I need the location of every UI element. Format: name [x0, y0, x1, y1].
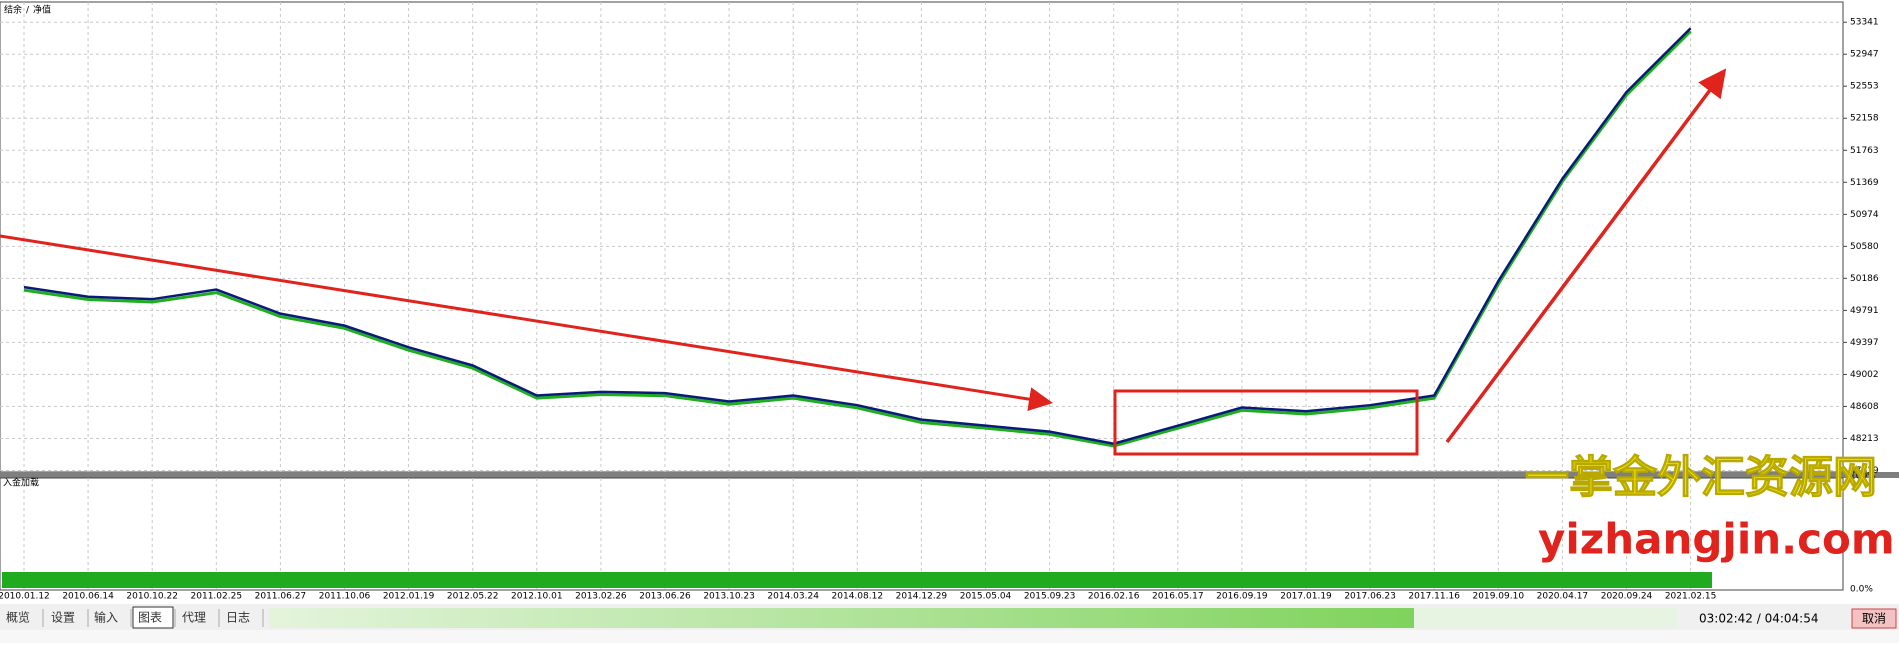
status-strip	[0, 630, 1899, 643]
tabs: 概览 设置 输入 图表 代理 日志	[6, 606, 264, 629]
x-tick-label: 2014.03.24	[767, 592, 819, 602]
subpanel-label: 入金加载	[3, 477, 39, 489]
x-tick-label: 2021.02.15	[1665, 592, 1717, 602]
x-tick-label: 2017.11.16	[1408, 592, 1460, 602]
x-tick-label: 2011.06.27	[255, 592, 307, 602]
y-tick-label: 48608	[1850, 402, 1879, 412]
deposit-load-band	[2, 572, 1712, 588]
x-tick-label: 2011.02.25	[191, 592, 243, 602]
legend-balance: 结余	[4, 4, 22, 16]
y-tick-label: 47819	[1850, 466, 1879, 476]
y-tick-label: 49397	[1850, 338, 1879, 348]
x-tick-label: 2017.01.19	[1280, 592, 1332, 602]
x-tick-label: 2012.10.01	[511, 592, 563, 602]
elapsed-time: 03:02:42 / 04:04:54	[1699, 612, 1818, 626]
panel-separator	[0, 472, 1899, 478]
x-tick-label: 2012.05.22	[447, 592, 499, 602]
tab[interactable]: 设置	[51, 611, 75, 625]
x-tick-label: 2013.06.26	[639, 592, 691, 602]
x-tick-label: 2020.09.24	[1601, 592, 1653, 602]
y-tick-label: 51763	[1850, 146, 1879, 156]
y-tick-label: 48213	[1850, 434, 1879, 444]
active-tab[interactable]	[132, 606, 174, 629]
x-tick-label: 2010.10.22	[126, 592, 178, 602]
x-tick-label: 2020.04.17	[1537, 592, 1589, 602]
x-tick-label: 2010.06.14	[62, 592, 114, 602]
y-tick-label: 49791	[1850, 306, 1879, 316]
x-tick-label: 2016.05.17	[1152, 592, 1204, 602]
tab[interactable]: 日志	[226, 611, 250, 625]
x-tick-label: 2019.09.10	[1473, 592, 1525, 602]
subpanel-tick: 100%	[1850, 472, 1876, 482]
x-tick-label: 2014.12.29	[896, 592, 948, 602]
x-tick-label: 2011.10.06	[319, 592, 371, 602]
y-tick-label: 51369	[1850, 178, 1879, 188]
y-tick-label: 50186	[1850, 274, 1879, 284]
lines	[23, 27, 1692, 448]
tab[interactable]: 图表	[138, 611, 162, 625]
x-tick-label: 2016.09.19	[1216, 592, 1268, 602]
y-tick-label: 50974	[1850, 210, 1879, 220]
x-tick-label: 2015.09.23	[1024, 592, 1076, 602]
legend-equity: 净值	[33, 4, 51, 16]
down-arrow	[0, 234, 1053, 412]
x-tick-label: 2010.01.12	[0, 592, 50, 602]
x-tick-label: 2014.08.12	[832, 592, 884, 602]
watermark-url: yizhangjin.com	[1538, 515, 1895, 564]
tab[interactable]: 输入	[94, 610, 118, 625]
cancel-label[interactable]: 取消	[1862, 612, 1886, 626]
y-tick-label: 52553	[1850, 82, 1879, 92]
x-tick-label: 2015.05.04	[960, 592, 1012, 602]
y-tick-label: 52158	[1850, 114, 1879, 124]
progress-remaining	[1414, 608, 1677, 628]
tab[interactable]: 概览	[6, 610, 30, 625]
series-line	[23, 30, 1692, 448]
tab[interactable]: 代理	[182, 611, 206, 625]
grid: 47819 48213 48608 49002 49397 49791 50186 50580…	[0, 2, 1879, 602]
y-tick-label: 49002	[1850, 370, 1879, 380]
x-tick-label: 2013.02.26	[575, 592, 627, 602]
y-tick-label: 52947	[1850, 50, 1879, 60]
up-arrow	[1445, 68, 1727, 444]
series-line	[23, 27, 1692, 445]
cancel-button[interactable]	[1851, 608, 1897, 629]
annotations	[0, 68, 1727, 456]
x-tick-label: 2013.10.23	[703, 592, 755, 602]
legend-separator: /	[26, 6, 30, 16]
y-tick-label: 50580	[1850, 242, 1879, 252]
watermark-title: 一掌金外汇资源网	[1525, 452, 1877, 503]
x-tick-label: 2017.06.23	[1344, 592, 1396, 602]
subpanel-tick: 0.0%	[1850, 585, 1873, 595]
x-tick-label: 2016.02.16	[1088, 592, 1140, 602]
x-tick-label: 2012.01.19	[383, 592, 435, 602]
progress-bar	[269, 608, 1414, 628]
y-tick-label: 53341	[1850, 18, 1879, 28]
range-box	[1113, 389, 1419, 456]
